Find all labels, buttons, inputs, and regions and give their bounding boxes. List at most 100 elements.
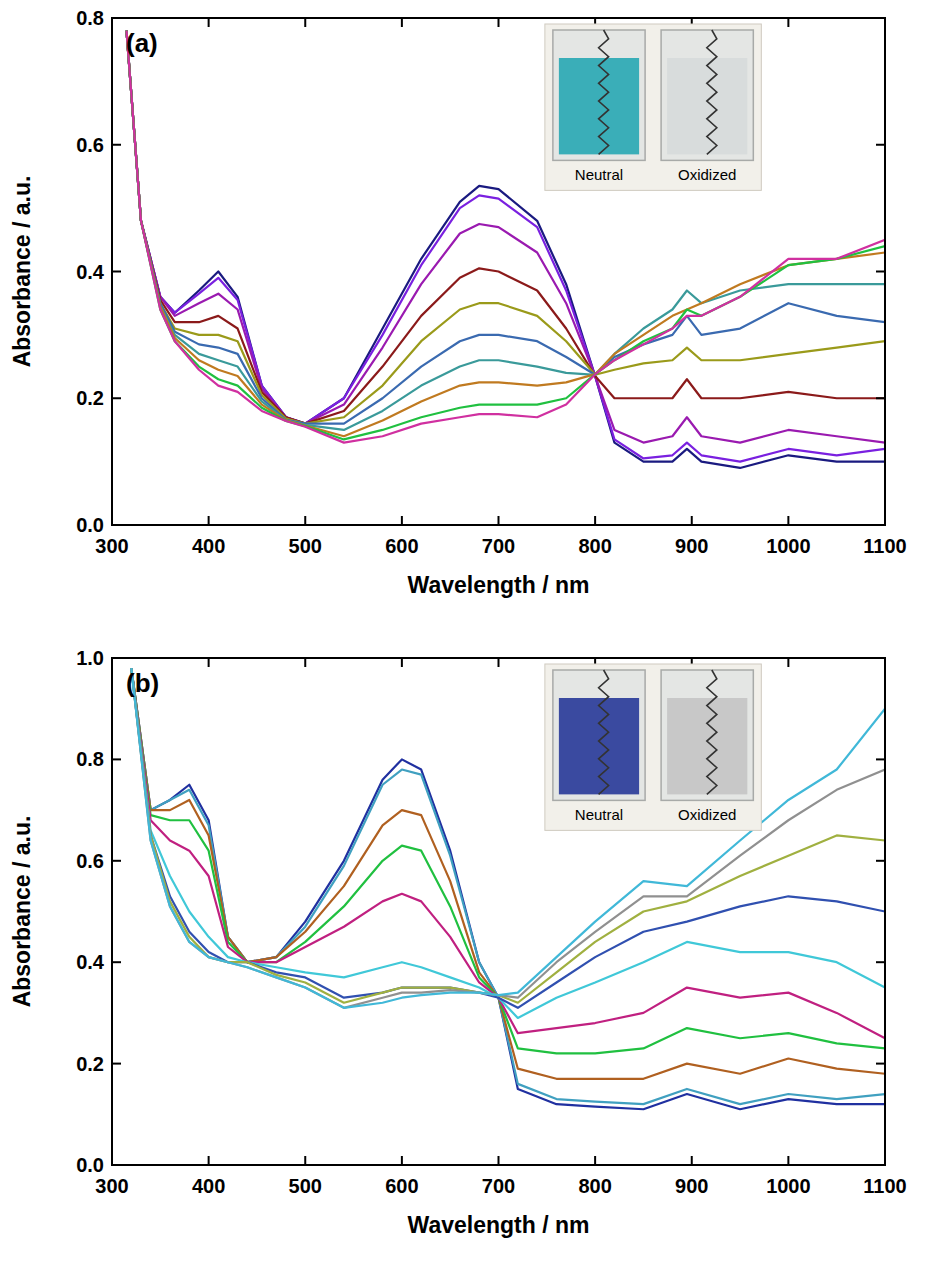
cuvette — [553, 670, 645, 800]
x-tick-top — [401, 18, 403, 27]
y-tick-label: 0.2 — [76, 387, 104, 409]
x-tick-top — [884, 658, 886, 667]
x-tick-label: 700 — [482, 535, 515, 557]
spectrum-line — [126, 31, 885, 443]
spectrum-line — [131, 668, 885, 1038]
x-tick-label: 600 — [385, 535, 418, 557]
inset-label: Neutral — [575, 166, 623, 183]
x-tick-top — [401, 658, 403, 667]
y-tick — [112, 1164, 121, 1166]
x-tick-top — [498, 658, 500, 667]
y-tick-right — [876, 17, 885, 19]
x-tick-top — [304, 18, 306, 27]
x-tick-top — [304, 658, 306, 667]
x-tick — [594, 516, 596, 525]
inset-label: Neutral — [575, 806, 623, 823]
x-tick-label: 1100 — [863, 535, 906, 557]
x-tick-label: 500 — [289, 535, 322, 557]
y-tick-right — [876, 1164, 885, 1166]
plot-frame — [112, 658, 885, 1165]
plot-lines — [131, 668, 885, 1109]
x-tick-label: 400 — [192, 1175, 225, 1197]
y-tick — [112, 144, 121, 146]
y-tick-right — [876, 271, 885, 273]
plot-lines — [126, 31, 885, 468]
panel: 300400500600700800900100011000.00.20.40.… — [9, 7, 907, 598]
film — [559, 698, 639, 794]
y-tick-right — [876, 1063, 885, 1065]
x-tick-top — [111, 18, 113, 27]
spectrum-line — [131, 668, 885, 1008]
y-axis-title: Absorbance / a.u. — [9, 176, 35, 368]
x-axis-title: Wavelength / nm — [408, 572, 590, 598]
x-tick-label: 800 — [578, 1175, 611, 1197]
x-tick-label: 800 — [578, 535, 611, 557]
x-tick-label: 1000 — [766, 535, 811, 557]
spectrum-line — [131, 668, 885, 1008]
wire — [707, 670, 717, 794]
y-tick-right — [876, 758, 885, 760]
film — [559, 58, 639, 154]
y-tick — [112, 17, 121, 19]
y-tick-right — [876, 144, 885, 146]
x-tick — [111, 1156, 113, 1165]
inset-photo: Neutral Oxidized — [545, 24, 761, 190]
wire — [707, 30, 717, 154]
figure: 300 400 500 600 700 800 900 1000 1100 0.0 0.2 0.4 0.… — [0, 0, 928, 1280]
x-tick-label: 700 — [482, 1175, 515, 1197]
spectrum-line — [131, 668, 885, 1053]
x-tick — [304, 516, 306, 525]
x-tick — [691, 1156, 693, 1165]
x-axis-title: Wavelength / nm — [408, 1212, 590, 1238]
x-tick-label: 1100 — [863, 1175, 906, 1197]
y-tick-right — [876, 860, 885, 862]
x-tick — [691, 516, 693, 525]
y-tick — [112, 397, 121, 399]
x-tick — [787, 516, 789, 525]
spectrum-line — [126, 31, 885, 424]
x-tick — [208, 516, 210, 525]
cuvette — [661, 30, 753, 160]
plot-frame — [112, 18, 885, 525]
inset-label: Oxidized — [678, 166, 736, 183]
x-tick-label: 900 — [675, 1175, 708, 1197]
panel-letter: (a) — [126, 28, 158, 58]
y-tick-right — [876, 657, 885, 659]
spectrum-line — [131, 668, 885, 1003]
y-tick — [112, 271, 121, 273]
x-tick-top — [884, 18, 886, 27]
y-tick-label: 0.4 — [76, 261, 105, 283]
spectrum-line — [126, 31, 885, 430]
y-tick — [112, 1063, 121, 1065]
x-tick — [401, 516, 403, 525]
x-tick-label: 300 — [95, 1175, 128, 1197]
x-tick-top — [498, 18, 500, 27]
inset-label: Oxidized — [678, 806, 736, 823]
y-tick — [112, 961, 121, 963]
y-tick-label: 1.0 — [76, 647, 104, 669]
wire — [599, 670, 609, 794]
y-tick-label: 0.6 — [76, 850, 104, 872]
spectrum-line — [126, 31, 885, 462]
x-tick — [884, 1156, 886, 1165]
y-tick-label: 0.8 — [76, 7, 104, 29]
spectrum-line — [131, 668, 885, 1104]
x-tick-label: 1000 — [766, 1175, 811, 1197]
x-tick — [594, 1156, 596, 1165]
y-tick-label: 0.0 — [76, 1154, 104, 1176]
spectrum-line — [126, 31, 885, 424]
x-tick-top — [208, 658, 210, 667]
panel: 300400500600700800900100011000.00.20.40.… — [9, 647, 907, 1238]
y-tick-label: 0.2 — [76, 1053, 104, 1075]
spectrum-line — [131, 668, 885, 1079]
y-tick — [112, 524, 121, 526]
x-tick-top — [787, 658, 789, 667]
spectrum-line — [126, 31, 885, 468]
wire — [599, 30, 609, 154]
x-tick-top — [111, 658, 113, 667]
x-tick-top — [787, 18, 789, 27]
film — [667, 58, 747, 154]
inset-frame — [545, 664, 761, 830]
x-tick — [787, 1156, 789, 1165]
x-tick — [498, 516, 500, 525]
